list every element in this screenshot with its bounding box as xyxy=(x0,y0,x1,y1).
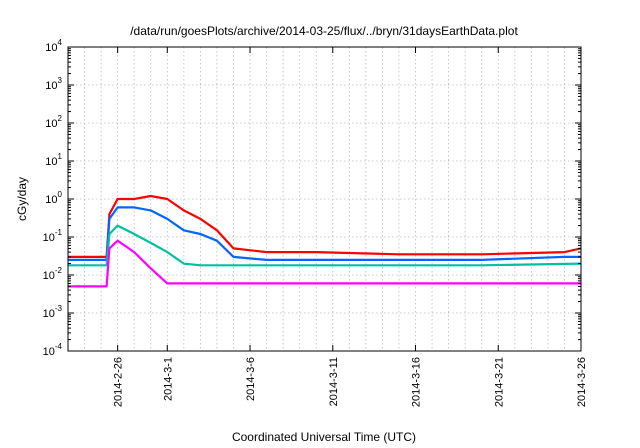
y-tick-label: 104 xyxy=(45,38,62,54)
y-tick-exponent: -4 xyxy=(55,342,63,351)
y-tick-exponent: 3 xyxy=(58,76,63,85)
y-tick-exponent: 2 xyxy=(58,114,63,123)
y-tick-exponent: 4 xyxy=(58,38,63,47)
series-line xyxy=(68,194,581,258)
series-line xyxy=(68,224,581,267)
y-tick-label: 10-3 xyxy=(43,304,63,320)
x-tick-label: 2014-2-26 xyxy=(113,357,125,407)
x-tick-label: 2014-3-6 xyxy=(245,357,257,401)
y-tick-label: 10-4 xyxy=(43,342,63,358)
y-tick-exponent: -3 xyxy=(55,304,63,313)
y-tick-exponent: 0 xyxy=(58,190,63,199)
y-tick-label: 100 xyxy=(45,190,62,206)
y-tick-exponent: 1 xyxy=(58,152,63,161)
x-tick-label: 2014-3-16 xyxy=(411,357,423,407)
x-axis-label: Coordinated Universal Time (UTC) xyxy=(232,430,416,444)
y-tick-label: 103 xyxy=(45,76,62,92)
y-axis-label: cGy/day xyxy=(15,177,29,221)
y-tick-label: 10-1 xyxy=(43,228,63,244)
chart-title: /data/run/goesPlots/archive/2014-03-25/f… xyxy=(130,24,518,38)
y-tick-exponent: -1 xyxy=(55,228,63,237)
y-tick-label: 10-2 xyxy=(43,266,63,282)
y-tick-exponent: -2 xyxy=(55,266,63,275)
y-tick-label: 102 xyxy=(45,114,62,130)
series-layer xyxy=(68,194,581,288)
x-axis: 2014-2-26 2014-3-1 2014-3-6 2014-3-11 2014-3… xyxy=(113,47,588,407)
x-tick-label: 2014-3-21 xyxy=(493,357,505,407)
y-tick-label: 101 xyxy=(45,152,62,168)
grid xyxy=(67,46,582,352)
x-tick-label: 2014-3-11 xyxy=(328,357,340,406)
x-tick-label: 2014-3-1 xyxy=(162,357,174,401)
series-line xyxy=(68,206,581,261)
series-line xyxy=(68,239,581,288)
x-tick-label: 2014-3-26 xyxy=(576,357,588,407)
